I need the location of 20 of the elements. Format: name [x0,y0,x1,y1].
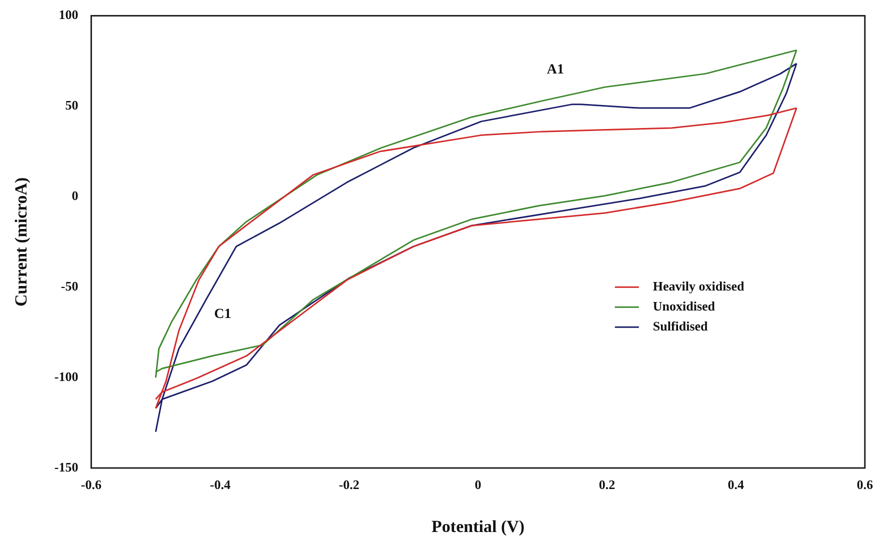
y-tick-label: -100 [54,368,78,384]
x-tick-label: 0.6 [856,477,874,492]
annotation: C1 [214,306,232,322]
x-tick-label: -0.6 [80,477,102,492]
legend-label: Unoxidised [652,298,716,314]
legend-label: Heavily oxidised [652,278,746,294]
x-axis-title: Potential (V) [432,517,525,536]
y-tick-label: 0 [72,188,78,204]
x-tick-label: 0 [474,477,482,492]
legend-label: Sulfidised [652,318,709,334]
y-tick-label: 100 [58,7,78,22]
annotation: A1 [546,62,564,78]
y-tick-label: 50 [65,98,78,113]
x-tick-label: 0.2 [598,477,616,492]
x-tick-label: -0.4 [210,477,231,492]
x-tick-label: 0.4 [728,477,745,492]
y-tick-label: -50 [60,278,78,294]
y-tick-label: -150 [54,459,78,474]
x-tick-label: -0.2 [338,477,360,492]
y-axis-title: Current (microA) [12,177,31,306]
